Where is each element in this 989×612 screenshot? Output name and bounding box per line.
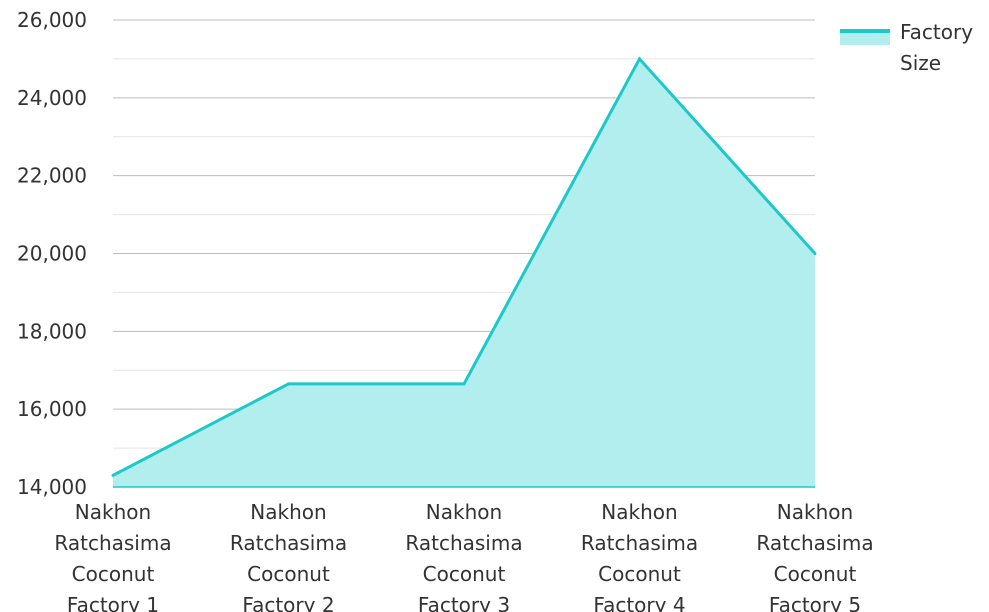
legend-label: Factory Size [900,20,973,75]
y-tick-label: 22,000 [17,164,87,188]
y-tick-label: 26,000 [17,8,87,32]
data-point [462,382,466,386]
y-tick-label: 18,000 [17,319,87,343]
data-point [813,252,817,255]
data-point [638,57,641,61]
series-area [111,56,817,488]
y-tick-label: 20,000 [17,242,87,266]
legend: Factory Size [840,20,973,75]
x-category-label: Nakhon Ratchasima Coconut Factory 3 [405,500,522,612]
y-tick-label: 24,000 [17,86,87,110]
y-axis: 14,000 16,000 18,000 20,000 22,000 24,000 26,0… [17,8,87,499]
x-category-label: Nakhon Ratchasima Coconut Factory 2 [230,500,347,612]
grid [113,19,815,449]
x-category-label: Nakhon Ratchasima Coconut Factory 1 [54,500,171,612]
x-category-label: Nakhon Ratchasima Coconut Factory 5 [756,500,873,612]
y-tick-label: 16,000 [17,397,87,421]
y-tick-label: 14,000 [17,475,87,499]
series-area-fill [113,58,815,488]
legend-swatch-fill [840,31,890,45]
data-point [111,473,115,477]
data-point [287,382,290,386]
x-category-label: Nakhon Ratchasima Coconut Factory 4 [581,500,698,612]
x-axis: Nakhon Ratchasima Coconut Factory 1 Nakhon Ra… [54,486,874,612]
